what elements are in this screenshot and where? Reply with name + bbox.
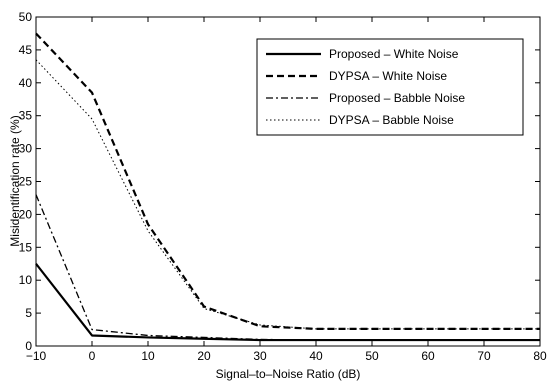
legend-label: DYPSA – Babble Noise (329, 113, 454, 127)
legend: Proposed – White Noise DYPSA – White Nois… (256, 38, 524, 136)
legend-label: DYPSA – White Noise (329, 69, 447, 83)
y-tick-label: 30 (19, 142, 33, 156)
x-tick-label: 60 (421, 349, 435, 363)
legend-label: Proposed – Babble Noise (329, 91, 465, 105)
series-line-dypsa-babble-noise (35, 59, 540, 330)
x-tick-label: −10 (26, 349, 47, 363)
y-tick-label: 25 (19, 175, 33, 189)
x-tick-label: 0 (89, 349, 96, 363)
legend-label: Proposed – White Noise (329, 47, 459, 61)
y-axis-label: Misidentification rate (%) (8, 115, 22, 246)
series-line-dypsa-white-noise (35, 32, 540, 330)
x-tick-label: 70 (477, 349, 491, 363)
series-line-proposed-babble-noise (35, 194, 540, 341)
y-tick-label: 15 (19, 240, 33, 254)
y-tick-label: 35 (19, 109, 33, 123)
y-tick-label: 0 (25, 339, 32, 353)
y-tick-label: 40 (19, 76, 33, 90)
x-tick-label: 50 (365, 349, 379, 363)
x-axis-label: Signal–to–Noise Ratio (dB) (216, 367, 361, 381)
y-tick-label: 20 (19, 207, 33, 221)
y-tick-label: 5 (25, 306, 32, 320)
x-tick-label: 20 (197, 349, 211, 363)
x-tick-label: 10 (141, 349, 155, 363)
y-tick-label: 10 (19, 273, 33, 287)
y-tick-label: 50 (19, 10, 33, 24)
x-tick-label: 40 (309, 349, 323, 363)
y-tick-label: 45 (19, 43, 33, 57)
x-tick-label: 80 (533, 349, 547, 363)
x-tick-label: 30 (253, 349, 267, 363)
